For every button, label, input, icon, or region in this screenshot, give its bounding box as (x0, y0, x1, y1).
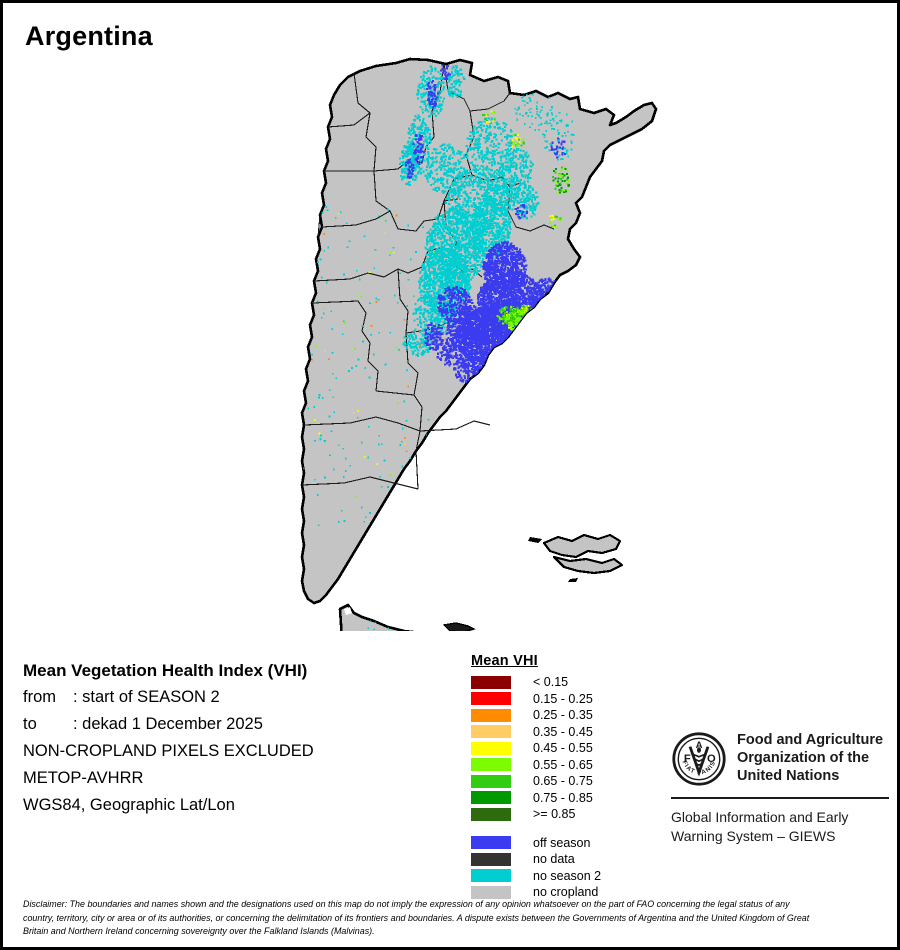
legend-class-swatch (471, 675, 511, 689)
legend-class-row: >= 0.85 (471, 806, 651, 823)
falkland-islands (528, 533, 624, 582)
info-from-value: : start of SEASON 2 (73, 688, 220, 706)
legend-class-label: 0.75 - 0.85 (533, 790, 593, 805)
disclaimer-text: Disclaimer: The boundaries and names sho… (23, 899, 810, 938)
legend-special-row: off season (471, 835, 651, 852)
legend-special-label: no data (533, 852, 575, 867)
legend-class-swatch (471, 708, 511, 722)
legend-special-row: no cropland (471, 884, 651, 901)
info-from-label: from (23, 688, 56, 706)
legend-spacer (471, 823, 651, 835)
legend-class-swatch (471, 758, 511, 772)
legend-class-label: 0.55 - 0.65 (533, 757, 593, 772)
legend-special-label: no season 2 (533, 868, 602, 883)
giews-name: Global Information and Early Warning Sys… (671, 808, 896, 846)
giews-line-1: Global Information and Early (671, 809, 849, 825)
legend-special-swatch (471, 852, 511, 866)
legend-special-label: no cropland (533, 885, 599, 900)
giews-line-2: Warning System – GIEWS (671, 828, 836, 844)
legend-class-row: 0.65 - 0.75 (471, 773, 651, 790)
fao-organization-name: Food and Agriculture Organization of the… (737, 731, 883, 785)
legend-class-swatch (471, 692, 511, 706)
legend-class-row: 0.25 - 0.35 (471, 707, 651, 724)
page-title: Argentina (25, 21, 153, 51)
legend-class-swatch (471, 774, 511, 788)
legend-class-row: 0.45 - 0.55 (471, 740, 651, 757)
legend-title: Mean VHI (471, 653, 538, 669)
fao-logo-letter-a: A (696, 740, 703, 751)
info-projection: WGS84, Geographic Lat/Lon (23, 796, 235, 814)
fao-divider (671, 797, 889, 799)
legend-class-label: >= 0.85 (533, 807, 576, 822)
isla-de-los-estados (442, 622, 476, 631)
legend-class-label: 0.45 - 0.55 (533, 741, 593, 756)
legend-class-row: 0.55 - 0.65 (471, 757, 651, 774)
fao-logo-icon: F A O FIAT PANIS (671, 731, 727, 787)
legend-class-swatch (471, 807, 511, 821)
legend-class-label: 0.65 - 0.75 (533, 774, 593, 789)
legend-class-label: < 0.15 (533, 675, 569, 690)
legend-class-row: 0.75 - 0.85 (471, 790, 651, 807)
legend-class-swatch (471, 741, 511, 755)
legend-class-label: 0.25 - 0.35 (533, 708, 593, 723)
legend-special-swatch (471, 836, 511, 850)
fao-branding: F A O FIAT PANIS Food and Agriculture Or… (671, 731, 896, 846)
fao-name-line-3: United Nations (737, 768, 840, 784)
info-heading: Mean Vegetation Health Index (VHI) (23, 661, 308, 680)
legend-class-swatch (471, 725, 511, 739)
legend-special-row: no data (471, 851, 651, 868)
legend-class-label: 0.35 - 0.45 (533, 724, 593, 739)
fao-name-line-2: Organization of the (737, 750, 870, 766)
argentina-map (258, 51, 678, 631)
info-to-row: to : dekad 1 December 2025 (23, 711, 463, 738)
legend-class-label: 0.15 - 0.25 (533, 691, 593, 706)
legend-class-row: < 0.15 (471, 674, 651, 691)
info-to-label: to (23, 715, 37, 733)
legend-special-label: off season (533, 835, 591, 850)
map-legend: Mean VHI < 0.15 0.15 - 0.25 0.25 - 0.35 0.3… (471, 653, 651, 901)
legend-special-row: no season 2 (471, 868, 651, 885)
info-from-row: from : start of SEASON 2 (23, 684, 463, 711)
fao-logo-letter-o: O (707, 753, 716, 765)
info-excluded: NON-CROPLAND PIXELS EXCLUDED (23, 742, 314, 760)
fao-logo-letter-f: F (684, 753, 691, 765)
legend-class-row: 0.15 - 0.25 (471, 691, 651, 708)
fao-name-line-1: Food and Agriculture (737, 732, 884, 748)
legend-class-swatch (471, 791, 511, 805)
info-to-value: : dekad 1 December 2025 (73, 715, 263, 733)
info-sensor: METOP-AVHRR (23, 769, 144, 787)
map-info-block: Mean Vegetation Health Index (VHI) from:… (23, 657, 463, 819)
legend-class-row: 0.35 - 0.45 (471, 724, 651, 741)
tierra-del-fuego (338, 603, 416, 631)
legend-special-list: off season no data no season 2 no cropland (471, 835, 651, 901)
legend-special-swatch (471, 885, 511, 899)
legend-special-swatch (471, 869, 511, 883)
legend-class-list: < 0.15 0.15 - 0.25 0.25 - 0.35 0.35 - 0.45 0… (471, 674, 651, 823)
